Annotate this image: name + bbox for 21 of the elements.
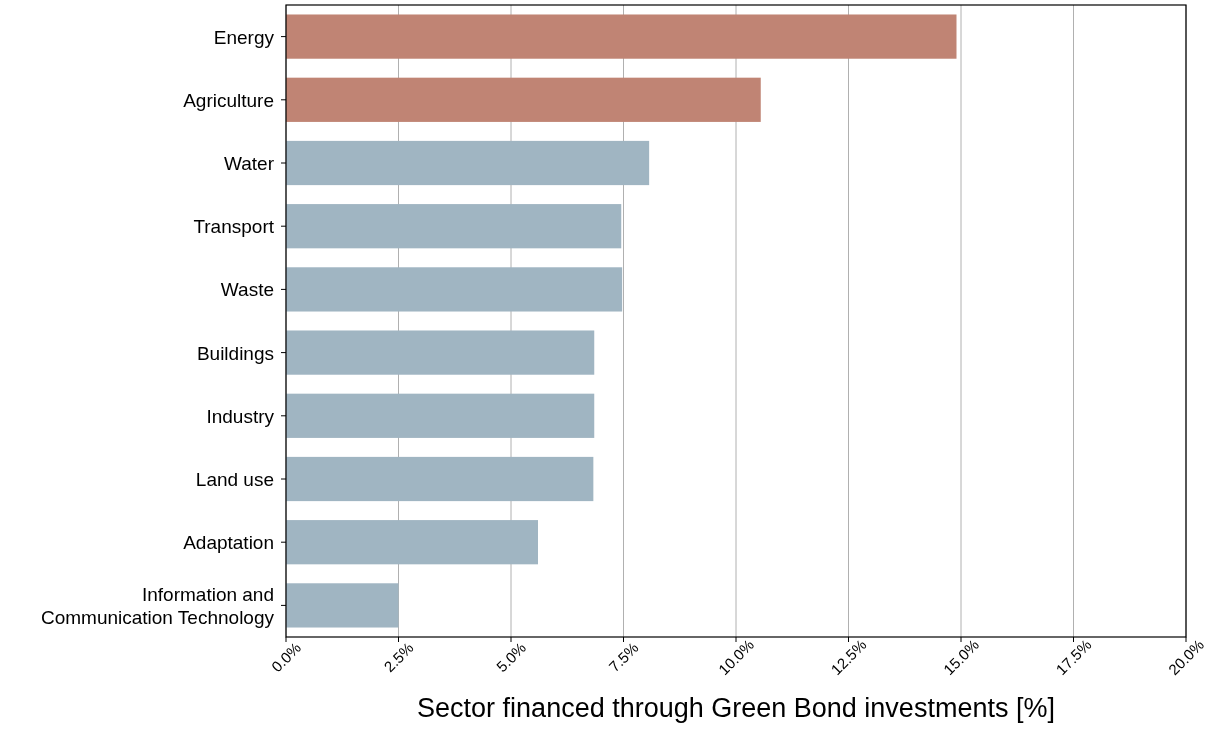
y-tick-label: Buildings bbox=[196, 342, 274, 364]
bar bbox=[286, 583, 399, 628]
bar bbox=[286, 330, 595, 375]
bar bbox=[286, 204, 622, 249]
y-tick-label: Energy bbox=[213, 26, 275, 48]
y-tick-label: Waste bbox=[220, 278, 274, 300]
y-tick-label: Water bbox=[224, 152, 275, 174]
bar bbox=[286, 14, 957, 59]
bar bbox=[286, 140, 650, 186]
bar bbox=[286, 520, 538, 565]
y-tick-label: Transport bbox=[193, 215, 275, 237]
bar bbox=[286, 77, 761, 122]
bar bbox=[286, 267, 623, 312]
bar bbox=[286, 456, 594, 502]
y-tick-label: Industry bbox=[206, 405, 275, 427]
y-tick-label: Land use bbox=[195, 468, 274, 490]
y-tick-label: Information and Communication Technology bbox=[40, 583, 275, 628]
bar bbox=[286, 393, 595, 438]
x-axis-title: Sector financed through Green Bond investments [%] bbox=[417, 693, 1055, 723]
y-tick-label: Adaptation bbox=[183, 531, 274, 553]
y-tick-label: Agriculture bbox=[183, 89, 274, 111]
